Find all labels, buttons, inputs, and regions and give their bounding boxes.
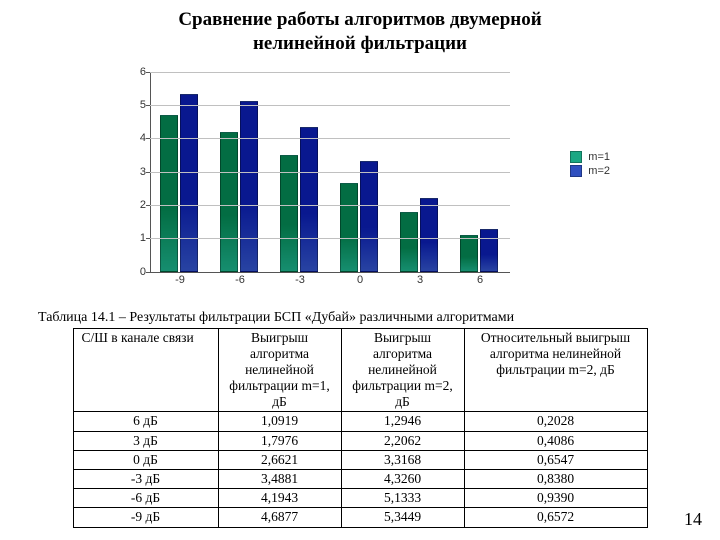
table-cell: 0,8380 bbox=[464, 470, 647, 489]
table-row: -3 дБ3,48814,32600,8380 bbox=[73, 470, 647, 489]
table-cell: 4,6877 bbox=[218, 508, 341, 527]
legend-label: m=1 bbox=[588, 151, 610, 163]
table-cell: 5,1333 bbox=[341, 489, 464, 508]
table-cell: 5,3449 bbox=[341, 508, 464, 527]
bar bbox=[480, 229, 498, 272]
table-cell: 1,0919 bbox=[218, 412, 341, 431]
table-cell: 2,2062 bbox=[341, 431, 464, 450]
y-tick-mark bbox=[146, 238, 150, 239]
table-cell: 0,6547 bbox=[464, 450, 647, 469]
bar bbox=[400, 212, 418, 272]
table-cell: 1,7976 bbox=[218, 431, 341, 450]
y-tick-label: 6 bbox=[132, 66, 146, 78]
table-row: -9 дБ4,68775,34490,6572 bbox=[73, 508, 647, 527]
y-tick-label: 3 bbox=[132, 166, 146, 178]
table-cell: 1,2946 bbox=[341, 412, 464, 431]
table-cell: 0,2028 bbox=[464, 412, 647, 431]
table-cell: 2,6621 bbox=[218, 450, 341, 469]
gridline bbox=[150, 105, 510, 106]
bar bbox=[360, 161, 378, 272]
table-header-cell: С/Ш в канале связи bbox=[73, 328, 218, 412]
table-cell: 3 дБ bbox=[73, 431, 218, 450]
x-tick-label: -6 bbox=[218, 274, 262, 286]
table-cell: 4,3260 bbox=[341, 470, 464, 489]
table-row: 6 дБ1,09191,29460,2028 bbox=[73, 412, 647, 431]
y-tick-label: 0 bbox=[132, 266, 146, 278]
y-tick-label: 1 bbox=[132, 232, 146, 244]
table-cell: 6 дБ bbox=[73, 412, 218, 431]
table-caption: Таблица 14.1 – Результаты фильтрации БСП… bbox=[38, 310, 720, 326]
y-tick-label: 2 bbox=[132, 199, 146, 211]
table-row: -6 дБ4,19435,13330,9390 bbox=[73, 489, 647, 508]
table-cell: -6 дБ bbox=[73, 489, 218, 508]
x-tick-label: 3 bbox=[398, 274, 442, 286]
table-header-cell: Относительный выигрыш алгоритма нелинейн… bbox=[464, 328, 647, 412]
bar bbox=[180, 94, 198, 272]
chart-legend: m=1m=2 bbox=[570, 149, 610, 179]
bar-chart: 0123456-9-6-3036 m=1m=2 bbox=[110, 64, 610, 304]
results-table: С/Ш в канале связиВыигрыш алгоритма нели… bbox=[73, 328, 648, 528]
x-tick-label: -3 bbox=[278, 274, 322, 286]
table-body: 6 дБ1,09191,29460,20283 дБ1,79762,20620,… bbox=[73, 412, 647, 527]
page-title: Сравнение работы алгоритмов двумерной не… bbox=[0, 0, 720, 60]
gridline bbox=[150, 205, 510, 206]
y-tick-label: 5 bbox=[132, 99, 146, 111]
title-line-1: Сравнение работы алгоритмов двумерной bbox=[178, 9, 541, 30]
legend-item: m=1 bbox=[570, 151, 610, 163]
table-cell: 0,4086 bbox=[464, 431, 647, 450]
legend-item: m=2 bbox=[570, 165, 610, 177]
y-tick-mark bbox=[146, 172, 150, 173]
table-header-cell: Выигрыш алгоритма нелинейной фильтрации … bbox=[341, 328, 464, 412]
page-number: 14 bbox=[684, 509, 702, 530]
bar bbox=[300, 127, 318, 271]
y-tick-mark bbox=[146, 105, 150, 106]
chart-plot-area: 0123456-9-6-3036 bbox=[150, 72, 510, 273]
x-tick-label: 0 bbox=[338, 274, 382, 286]
legend-swatch bbox=[570, 165, 582, 177]
bar bbox=[280, 155, 298, 271]
table-row: 3 дБ1,79762,20620,4086 bbox=[73, 431, 647, 450]
bar bbox=[420, 198, 438, 272]
bar bbox=[220, 132, 238, 272]
table-cell: -9 дБ bbox=[73, 508, 218, 527]
gridline bbox=[150, 72, 510, 73]
y-tick-mark bbox=[146, 138, 150, 139]
y-tick-mark bbox=[146, 272, 150, 273]
table-cell: 0 дБ bbox=[73, 450, 218, 469]
table-cell: 4,1943 bbox=[218, 489, 341, 508]
y-tick-label: 4 bbox=[132, 132, 146, 144]
legend-label: m=2 bbox=[588, 165, 610, 177]
table-cell: 0,9390 bbox=[464, 489, 647, 508]
legend-swatch bbox=[570, 151, 582, 163]
table-header-cell: Выигрыш алгоритма нелинейной фильтрации … bbox=[218, 328, 341, 412]
title-line-2: нелинейной фильтрации bbox=[253, 33, 467, 54]
y-tick-mark bbox=[146, 72, 150, 73]
table-cell: 3,4881 bbox=[218, 470, 341, 489]
gridline bbox=[150, 238, 510, 239]
table-cell: 0,6572 bbox=[464, 508, 647, 527]
bar bbox=[240, 101, 258, 272]
table-row: 0 дБ2,66213,31680,6547 bbox=[73, 450, 647, 469]
gridline bbox=[150, 138, 510, 139]
table-cell: -3 дБ bbox=[73, 470, 218, 489]
bar bbox=[340, 183, 358, 272]
table-header-row: С/Ш в канале связиВыигрыш алгоритма нели… bbox=[73, 328, 647, 412]
gridline bbox=[150, 172, 510, 173]
x-tick-label: -9 bbox=[158, 274, 202, 286]
table-cell: 3,3168 bbox=[341, 450, 464, 469]
bar bbox=[460, 235, 478, 271]
x-tick-label: 6 bbox=[458, 274, 502, 286]
y-tick-mark bbox=[146, 205, 150, 206]
